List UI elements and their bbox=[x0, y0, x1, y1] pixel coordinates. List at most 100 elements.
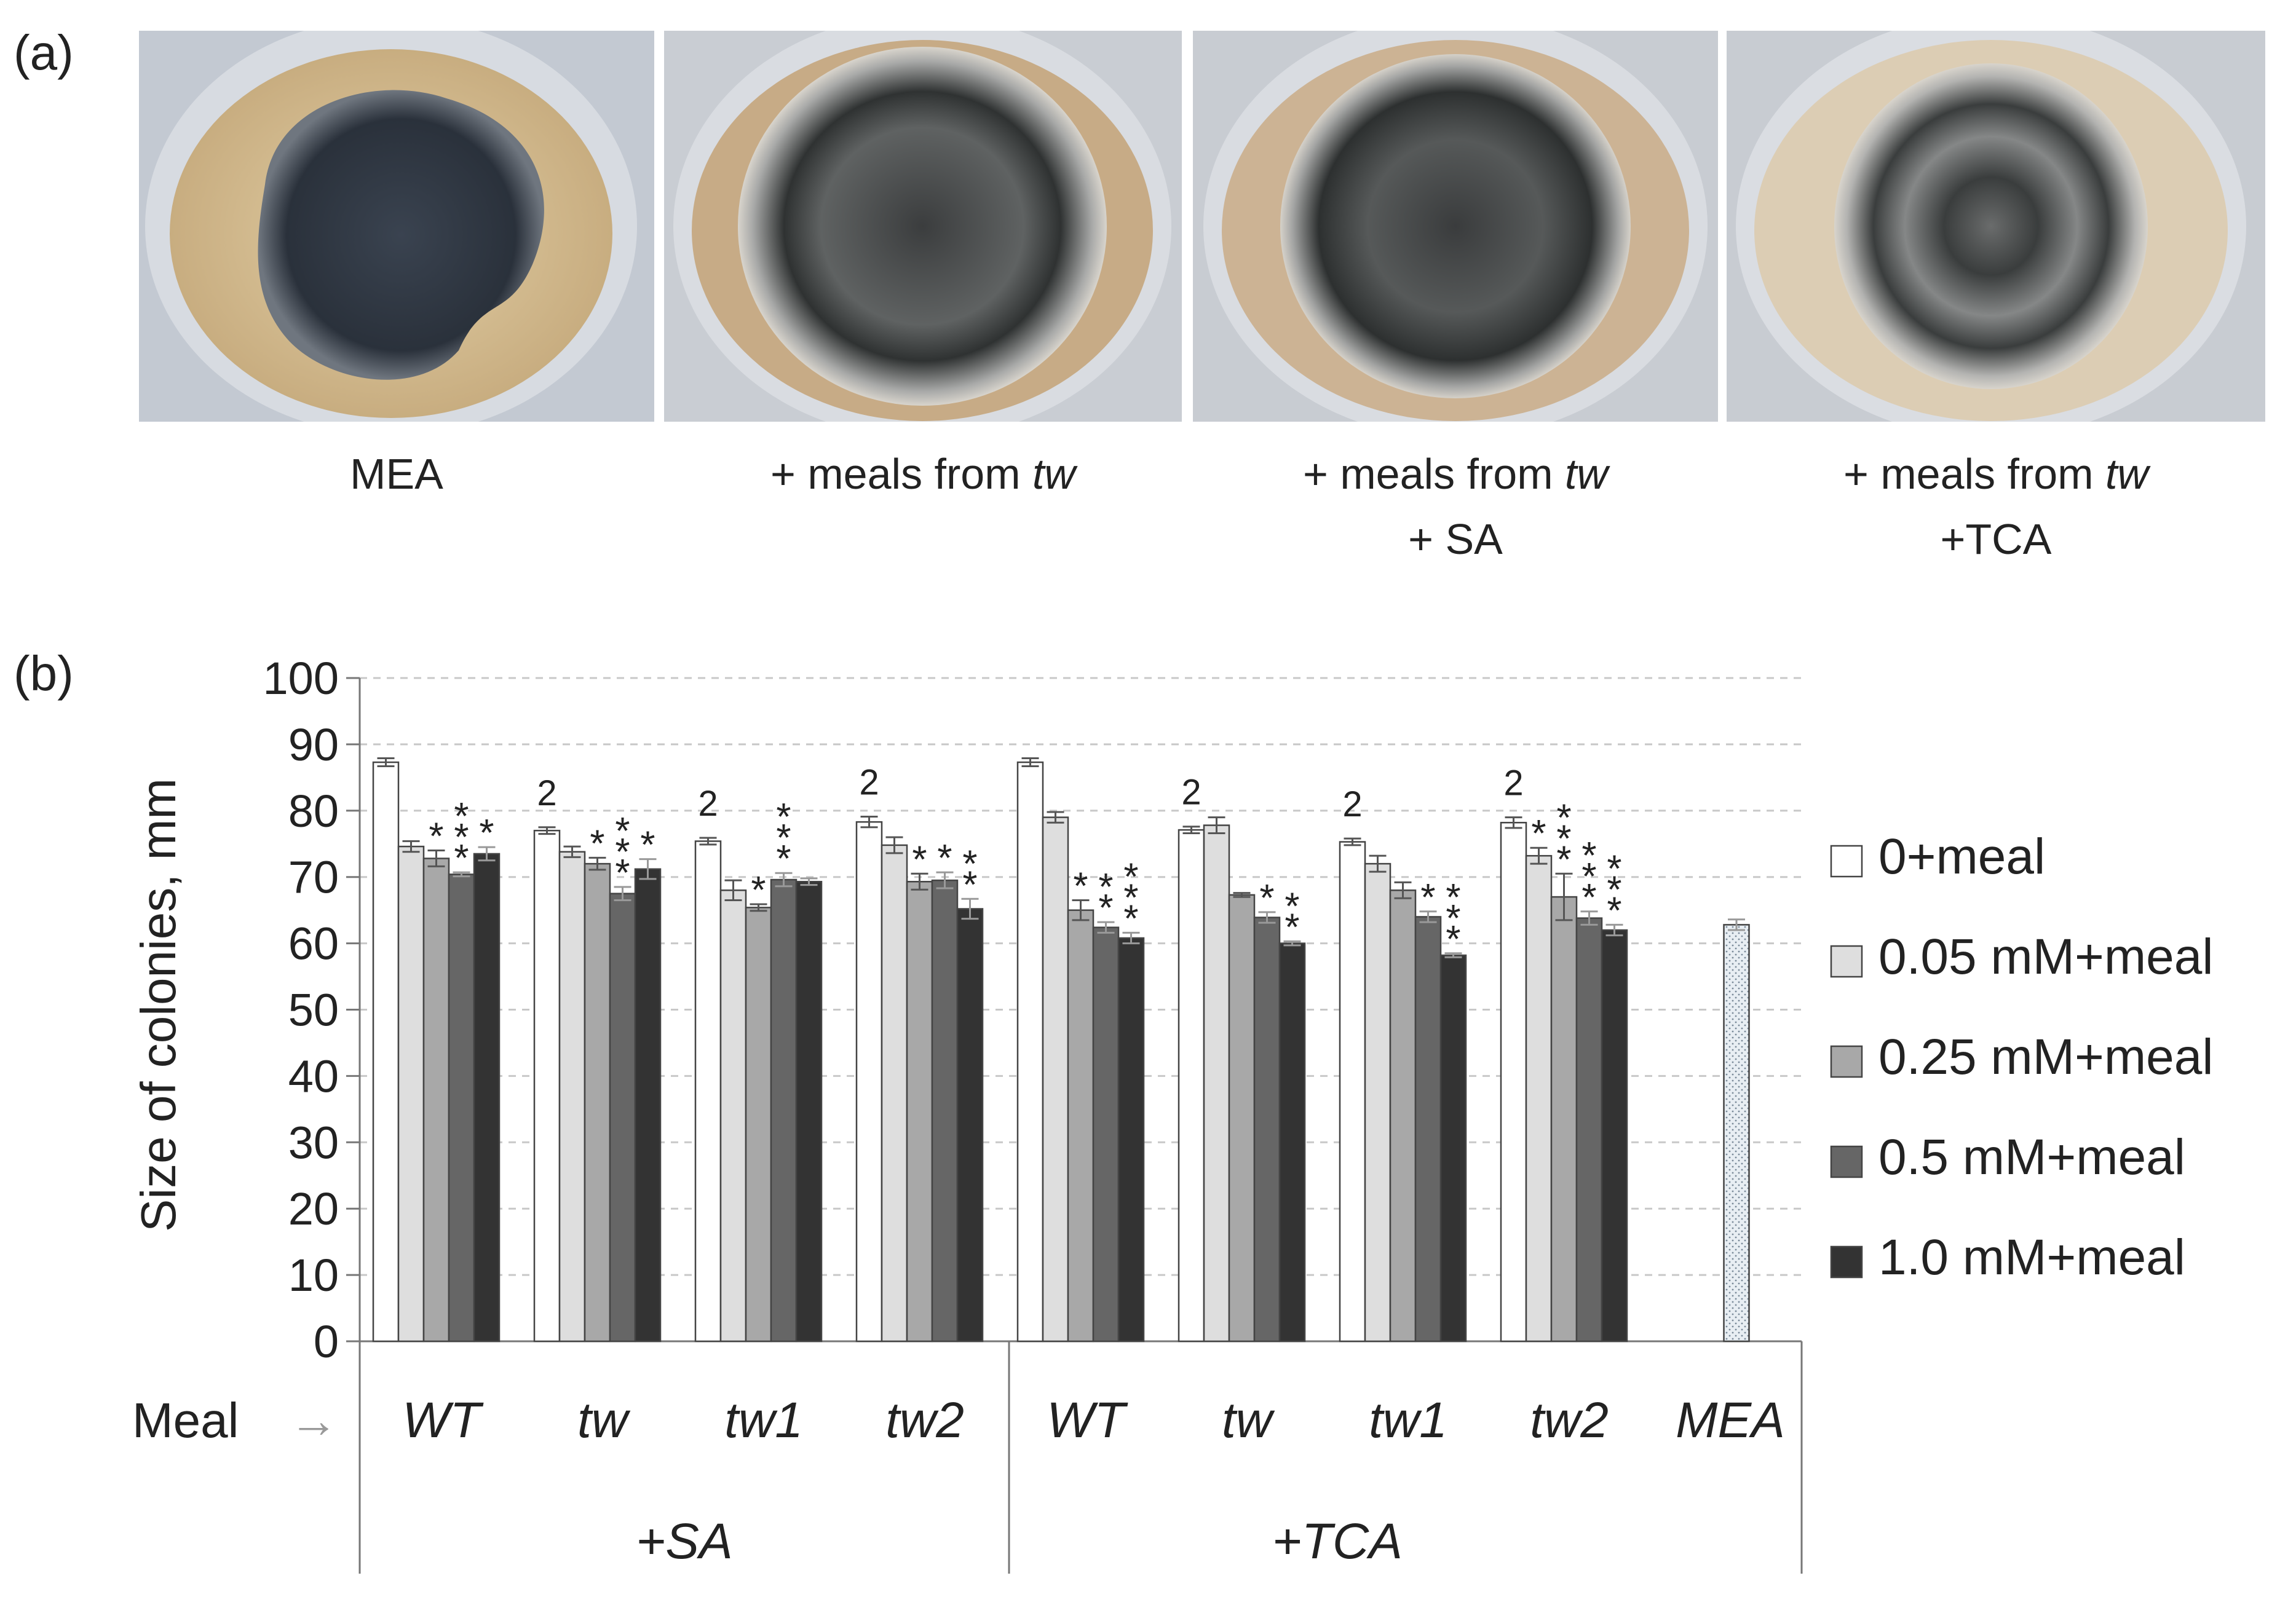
legend-swatch bbox=[1830, 845, 1863, 878]
bar bbox=[1723, 924, 1750, 1343]
annotation-label: 2 bbox=[537, 773, 556, 813]
significance-star: * bbox=[937, 837, 952, 880]
caption-line: MEA bbox=[139, 441, 654, 507]
bar bbox=[558, 851, 586, 1343]
caption-line: + SA bbox=[1193, 507, 1718, 572]
legend-label: 0.25 mM+meal bbox=[1878, 1029, 2214, 1085]
caption-italic: tw bbox=[1564, 450, 1608, 498]
bar bbox=[1500, 821, 1527, 1343]
x-category-label: tw bbox=[1222, 1392, 1275, 1448]
group-label: +SA bbox=[636, 1513, 732, 1569]
x-category-label: tw2 bbox=[1530, 1392, 1609, 1448]
bar bbox=[1042, 816, 1069, 1343]
caption-line: + meals from tw bbox=[1727, 441, 2265, 507]
bar bbox=[533, 829, 561, 1343]
bar bbox=[1253, 917, 1281, 1343]
significance-star: * bbox=[479, 812, 494, 854]
significance-star: * bbox=[1607, 889, 1621, 932]
legend-label: 0.5 mM+meal bbox=[1878, 1129, 2185, 1185]
bar bbox=[1389, 889, 1417, 1343]
bar bbox=[855, 821, 883, 1343]
bar bbox=[1339, 841, 1366, 1343]
significance-star: * bbox=[751, 869, 766, 912]
bar bbox=[634, 868, 662, 1343]
bar bbox=[1228, 894, 1256, 1343]
significance-star: * bbox=[429, 816, 443, 858]
x-row-label: Meal bbox=[132, 1393, 239, 1448]
caption-text: +TCA bbox=[1940, 515, 2052, 563]
petri-dish-photo-meal-tw-tca bbox=[1727, 31, 2265, 422]
significance-star: * bbox=[1581, 835, 1596, 877]
plate-caption-4: + meals from tw +TCA bbox=[1727, 441, 2265, 572]
significance-star: * bbox=[1556, 797, 1571, 839]
annotation-label: 2 bbox=[1342, 784, 1362, 824]
bar bbox=[1575, 917, 1603, 1343]
significance-star: * bbox=[912, 838, 927, 881]
bar bbox=[1178, 829, 1205, 1343]
x-category-label: tw2 bbox=[885, 1392, 964, 1448]
y-tick-label: 30 bbox=[288, 1117, 339, 1168]
bar bbox=[1203, 824, 1230, 1343]
annotation-label: 2 bbox=[698, 784, 718, 824]
bar bbox=[1439, 954, 1467, 1343]
y-tick-label: 50 bbox=[288, 985, 339, 1036]
y-tick-label: 100 bbox=[263, 653, 339, 704]
annotation-label: 2 bbox=[859, 763, 879, 803]
caption-line: +TCA bbox=[1727, 507, 2265, 572]
bar bbox=[1278, 942, 1306, 1343]
caption-text: + SA bbox=[1408, 515, 1503, 563]
significance-star: * bbox=[1531, 813, 1546, 855]
bar bbox=[372, 761, 400, 1343]
annotation-label: 2 bbox=[1181, 773, 1201, 813]
caption-text: + meals from bbox=[1303, 450, 1565, 498]
bar bbox=[422, 858, 450, 1343]
significance-star: * bbox=[1446, 877, 1460, 919]
bar bbox=[745, 907, 772, 1343]
significance-star: * bbox=[615, 852, 630, 894]
significance-star: * bbox=[1446, 897, 1460, 940]
caption-text: MEA bbox=[350, 450, 443, 498]
y-tick-label: 40 bbox=[288, 1051, 339, 1102]
significance-star: * bbox=[454, 837, 469, 880]
significance-star: * bbox=[1420, 877, 1435, 919]
bar bbox=[397, 845, 425, 1343]
significance-star: * bbox=[454, 816, 469, 859]
y-tick-label: 20 bbox=[288, 1183, 339, 1234]
bar bbox=[584, 862, 611, 1343]
significance-star: * bbox=[1556, 818, 1571, 860]
caption-line: + meals from tw bbox=[664, 441, 1182, 507]
y-tick-label: 70 bbox=[288, 852, 339, 903]
y-tick-label: 90 bbox=[288, 719, 339, 770]
caption-italic: tw bbox=[2105, 450, 2148, 498]
significance-star: * bbox=[962, 843, 977, 885]
bar bbox=[1550, 896, 1578, 1343]
y-tick-label: 10 bbox=[288, 1250, 339, 1301]
bar bbox=[795, 881, 823, 1343]
significance-star: * bbox=[1073, 865, 1088, 907]
bar bbox=[1016, 761, 1044, 1343]
panel-a-label: (a) bbox=[14, 25, 74, 80]
significance-star: * bbox=[776, 796, 791, 838]
legend-label: 0.05 mM+meal bbox=[1878, 929, 2214, 985]
plate-caption-1: MEA bbox=[139, 441, 654, 507]
significance-star: * bbox=[1446, 918, 1460, 961]
bar bbox=[881, 844, 908, 1343]
y-tick-label: 60 bbox=[288, 918, 339, 969]
legend-swatch bbox=[1830, 945, 1863, 978]
significance-star: * bbox=[776, 817, 791, 859]
x-category-label: WT bbox=[402, 1392, 483, 1448]
significance-star: * bbox=[640, 824, 655, 867]
significance-star: * bbox=[615, 810, 630, 853]
petri-dish-photo-meal-tw bbox=[664, 31, 1182, 422]
bar bbox=[694, 840, 722, 1343]
significance-star: * bbox=[1123, 856, 1138, 898]
caption-line: + meals from tw bbox=[1193, 441, 1718, 507]
significance-star: * bbox=[1285, 906, 1299, 948]
significance-star: * bbox=[1581, 856, 1596, 898]
legend-swatch bbox=[1830, 1245, 1863, 1279]
arrow-icon: → bbox=[289, 1393, 338, 1448]
plate-caption-3: + meals from tw + SA bbox=[1193, 441, 1718, 572]
x-category-label: WT bbox=[1047, 1392, 1128, 1448]
significance-star: * bbox=[1581, 877, 1596, 919]
